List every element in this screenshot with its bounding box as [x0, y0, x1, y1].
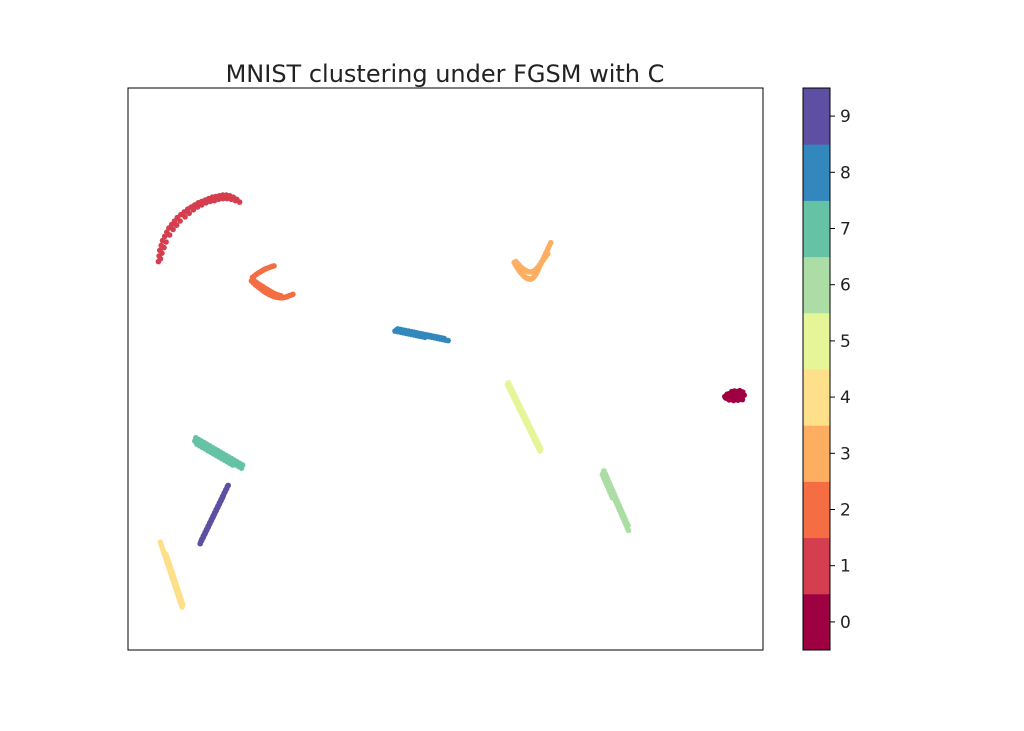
colorbar-tick-label-7: 7	[840, 220, 851, 240]
plot-frame	[127, 87, 764, 651]
scatter-point-label-0	[730, 397, 737, 404]
colorbar-tick-label-5: 5	[840, 332, 851, 352]
scatter-point-label-1	[159, 250, 165, 256]
scatter-point-label-0	[739, 396, 746, 403]
colorbar: 0 1 2 3 4 5 6 7 8 9	[802, 87, 851, 651]
colorbar-segment-6	[803, 256, 830, 314]
scatter-point-label-1	[190, 207, 197, 213]
colorbar-frame	[802, 87, 831, 651]
scatter-point-label-3	[547, 239, 554, 246]
colorbar-segment-9	[803, 88, 830, 145]
scatter-point-label-8	[445, 337, 451, 344]
scatter-point-label-7	[239, 462, 246, 468]
scatter-point-label-1	[182, 214, 188, 220]
scatter-point-label-1	[194, 204, 201, 210]
scatter-point-label-1	[220, 195, 226, 202]
scatter-point-label-1	[215, 196, 222, 203]
scatter-point-label-1	[173, 222, 180, 228]
scatter-point-label-3	[545, 251, 551, 257]
scatter-point-label-0	[726, 397, 732, 403]
scatter-point-label-1	[203, 200, 209, 206]
scatter-point-label-6	[625, 522, 631, 529]
scatter-point-label-4	[163, 551, 169, 557]
scatter-point-label-4	[157, 539, 164, 545]
chart-title: MNIST clustering under FGSM with C	[226, 60, 665, 88]
colorbar-tick-label-3: 3	[840, 444, 851, 464]
scatter-point-label-1	[207, 198, 213, 205]
colorbar-tick-label-8: 8	[840, 163, 851, 183]
colorbar-tick-label-9: 9	[840, 107, 851, 127]
scatter-point-label-9	[224, 483, 231, 490]
colorbar-segment-3	[803, 425, 830, 482]
scatter-point-label-0	[737, 387, 743, 394]
scatter-point-label-6	[625, 527, 632, 534]
colorbar-segment-1	[803, 537, 830, 595]
colorbar-segment-2	[803, 481, 830, 539]
scatter-point-label-6	[609, 495, 616, 501]
scatter-points	[155, 192, 747, 610]
colorbar-tick-label-1: 1	[840, 557, 851, 577]
scatter-point-label-1	[199, 202, 205, 208]
scatter-point-label-1	[232, 197, 239, 204]
colorbar-tick-label-0: 0	[840, 613, 851, 633]
scatter-point-label-7	[229, 462, 236, 468]
scatter-point-label-1	[211, 197, 218, 204]
scatter-point-label-1	[166, 232, 173, 238]
colorbar-segment-7	[803, 200, 830, 258]
scatter-point-label-8	[422, 334, 428, 341]
scatter-point-label-1	[236, 199, 243, 205]
colorbar-segment-4	[803, 369, 830, 426]
scatter-point-label-8	[441, 335, 447, 342]
scatter-point-label-1	[224, 195, 230, 202]
scatter-point-label-1	[170, 226, 176, 233]
scatter-point-label-2	[271, 263, 277, 269]
colorbar-tick-label-2: 2	[840, 501, 851, 521]
colorbar-segment-5	[803, 312, 830, 370]
colorbar-tick-label-6: 6	[840, 276, 851, 296]
colorbar-segment-0	[803, 593, 830, 651]
scatter-point-label-0	[735, 397, 741, 404]
scatter-point-label-1	[186, 210, 192, 217]
scatter-point-label-1	[163, 239, 169, 245]
scatter-point-label-1	[161, 233, 168, 240]
scatter-point-label-2	[278, 292, 284, 299]
scatter-point-label-5	[538, 446, 544, 452]
colorbar-segment-8	[803, 144, 830, 201]
scatter-point-label-2	[290, 291, 296, 298]
scatter-point-label-9	[219, 494, 226, 501]
scatter-point-label-1	[157, 255, 164, 262]
scatter-point-label-1	[177, 218, 183, 224]
scatter-point-label-1	[161, 244, 167, 251]
colorbar-tick-label-4: 4	[840, 388, 851, 408]
